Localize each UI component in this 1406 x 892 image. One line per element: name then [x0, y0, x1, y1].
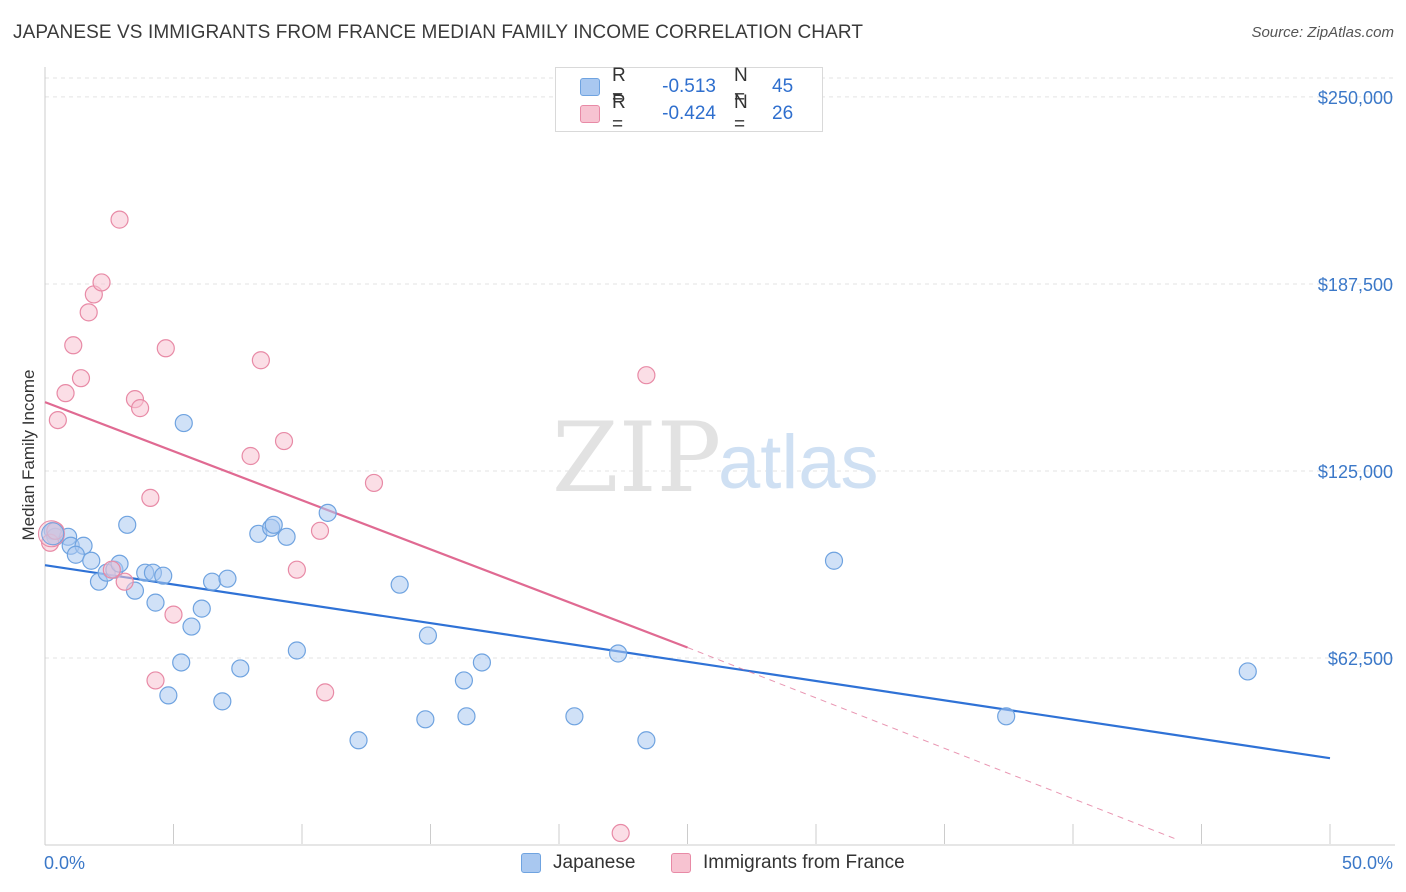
- series-legend-france[interactable]: Immigrants from France: [671, 852, 905, 874]
- point-france: [92, 273, 111, 292]
- series-swatch-japanese: [521, 853, 541, 873]
- point-japanese: [418, 626, 438, 645]
- point-france: [37, 520, 65, 548]
- legend-r-label: R =: [612, 65, 626, 108]
- point-japanese: [231, 659, 250, 678]
- point-japanese: [565, 707, 584, 726]
- point-japanese: [66, 545, 85, 564]
- point-japanese: [454, 671, 474, 690]
- trendline-japanese: [44, 564, 1331, 760]
- y-tick-label: $125,000: [1318, 462, 1393, 482]
- point-japanese: [154, 566, 173, 585]
- axes: [44, 67, 1395, 846]
- point-france: [56, 384, 75, 403]
- data-points: [37, 210, 1257, 843]
- chart-title: JAPANESE VS IMMIGRANTS FROM FRANCE MEDIA…: [13, 22, 864, 43]
- point-france: [141, 488, 160, 507]
- point-japanese: [390, 575, 409, 594]
- point-japanese: [202, 572, 222, 591]
- point-france: [274, 431, 294, 451]
- point-france: [48, 410, 67, 430]
- legend-r-value: -0.424: [662, 103, 716, 124]
- trendline-france-extension: [687, 647, 1176, 840]
- trend-lines: [44, 401, 1331, 840]
- point-japanese: [609, 644, 628, 663]
- y-axis-label: Median Family Income: [19, 369, 38, 540]
- legend-swatch-france: [580, 105, 600, 123]
- point-france: [64, 336, 83, 355]
- point-japanese: [416, 710, 435, 729]
- point-france: [130, 399, 150, 418]
- point-france: [364, 473, 384, 493]
- point-france: [115, 572, 134, 591]
- point-japanese: [457, 707, 476, 726]
- legend-r-value: -0.513: [662, 76, 716, 97]
- point-japanese: [637, 731, 656, 750]
- point-france: [164, 605, 183, 624]
- legend-n-label: N =: [734, 65, 748, 108]
- point-japanese: [318, 503, 337, 522]
- legend-r-label: R =: [612, 92, 626, 135]
- point-japanese: [472, 653, 491, 672]
- watermark: ZIP atlas: [552, 402, 879, 514]
- point-japanese: [824, 551, 844, 570]
- legend-n-label: N =: [734, 92, 748, 135]
- point-japanese: [82, 551, 101, 570]
- watermark-zip: ZIP: [552, 402, 721, 514]
- point-france: [110, 210, 129, 229]
- point-japanese: [172, 653, 191, 672]
- point-france: [79, 303, 98, 322]
- point-japanese: [182, 617, 201, 636]
- point-france: [637, 366, 656, 385]
- x-tick-label: 0.0%: [44, 853, 85, 873]
- point-france: [241, 446, 260, 466]
- series-legend: Japanese Immigrants from France: [0, 852, 1406, 878]
- series-legend-label: Japanese: [553, 852, 636, 873]
- trendline-france: [44, 401, 688, 649]
- legend-n-value: 45: [772, 76, 794, 97]
- stats-legend: R = -0.513 N = 45 R = -0.424 N = 26: [555, 65, 823, 135]
- point-japanese: [159, 686, 178, 705]
- y-tick-label: $250,000: [1318, 88, 1393, 108]
- point-france: [146, 671, 165, 690]
- legend-row-france: R = -0.424 N = 26: [580, 92, 794, 135]
- tick-labels: $62,500 $125,000 $187,500 $250,000 0.0% 50.0%: [44, 88, 1393, 873]
- point-france: [156, 339, 175, 358]
- point-japanese: [1238, 662, 1257, 681]
- point-france: [287, 560, 306, 579]
- point-france: [611, 823, 630, 843]
- point-japanese: [174, 413, 193, 433]
- legend-n-value: 26: [772, 103, 794, 124]
- series-legend-japanese[interactable]: Japanese: [521, 852, 635, 874]
- point-japanese: [213, 692, 232, 711]
- point-france: [71, 369, 91, 388]
- grid-lines: [45, 77, 1395, 659]
- point-japanese: [192, 599, 211, 618]
- series-swatch-france: [671, 853, 691, 873]
- point-france: [316, 683, 335, 702]
- point-japanese: [146, 593, 165, 612]
- series-legend-label: Immigrants from France: [703, 852, 905, 873]
- legend-swatch-japanese: [580, 78, 600, 96]
- point-japanese: [349, 731, 368, 750]
- point-japanese: [118, 515, 137, 534]
- y-tick-label: $187,500: [1318, 275, 1393, 295]
- point-japanese: [287, 641, 306, 660]
- watermark-atlas: atlas: [718, 420, 879, 505]
- legend-row-japanese: R = -0.513 N = 45: [580, 65, 794, 108]
- point-japanese: [277, 527, 296, 546]
- y-tick-label: $62,500: [1328, 649, 1393, 669]
- point-france: [310, 521, 330, 540]
- point-france: [251, 351, 270, 370]
- point-france: [102, 560, 121, 579]
- point-japanese: [997, 707, 1016, 726]
- point-japanese: [41, 522, 65, 546]
- x-tick-label: 50.0%: [1342, 853, 1393, 873]
- point-japanese: [264, 515, 283, 534]
- chart-source: Source: ZipAtlas.com: [1251, 24, 1394, 41]
- point-japanese: [218, 569, 237, 588]
